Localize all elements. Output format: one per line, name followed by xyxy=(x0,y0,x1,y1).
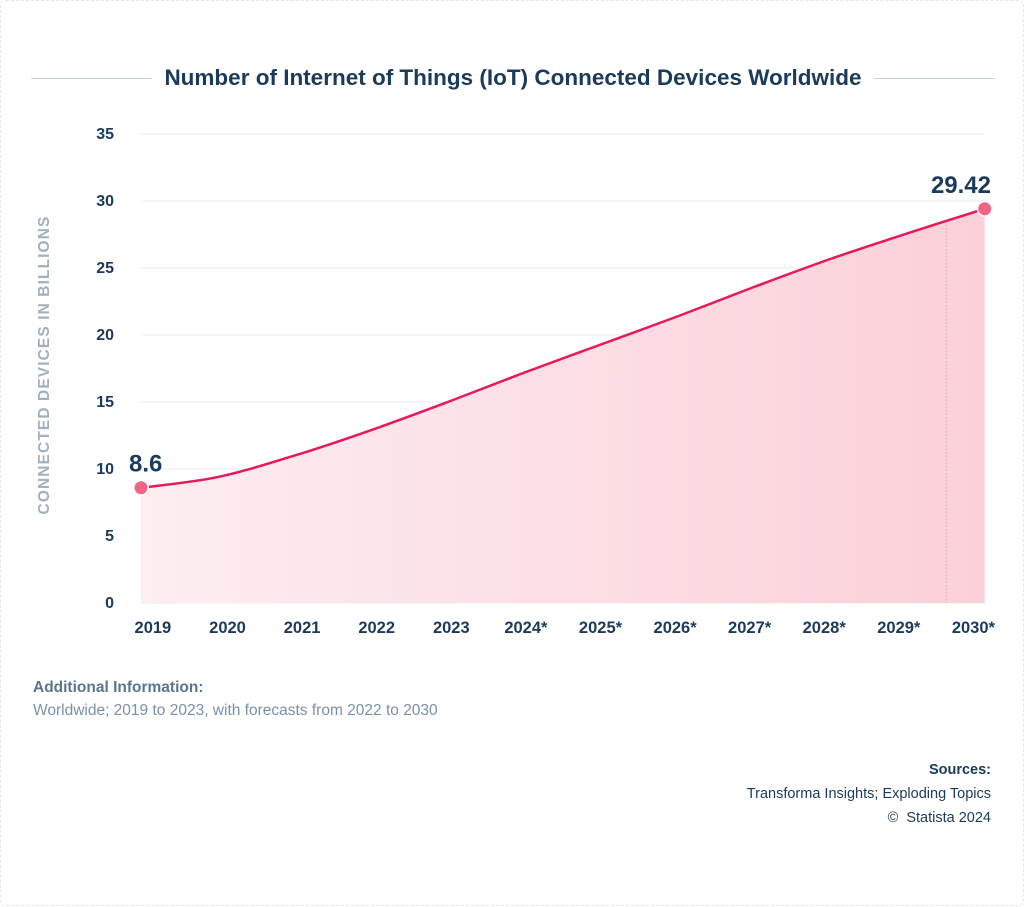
svg-text:5: 5 xyxy=(105,528,114,545)
svg-text:2020: 2020 xyxy=(209,619,246,637)
svg-text:2021: 2021 xyxy=(284,619,321,637)
svg-text:35: 35 xyxy=(96,126,114,143)
svg-text:25: 25 xyxy=(96,260,114,277)
svg-text:2026*: 2026* xyxy=(654,619,698,637)
svg-text:CONNECTED DEVICES IN BILLIONS: CONNECTED DEVICES IN BILLIONS xyxy=(36,216,53,515)
svg-text:2024*: 2024* xyxy=(504,619,548,637)
svg-text:2023: 2023 xyxy=(433,619,470,637)
svg-text:2025*: 2025* xyxy=(579,619,623,637)
svg-text:0: 0 xyxy=(105,595,114,612)
svg-text:2022: 2022 xyxy=(358,619,395,637)
svg-text:8.6: 8.6 xyxy=(129,451,162,478)
svg-text:2028*: 2028* xyxy=(803,619,847,637)
svg-text:2019: 2019 xyxy=(135,619,172,637)
svg-text:2027*: 2027* xyxy=(728,619,772,637)
svg-text:20: 20 xyxy=(96,327,114,344)
svg-text:2030*: 2030* xyxy=(952,619,996,637)
svg-text:30: 30 xyxy=(96,193,114,210)
svg-text:2029*: 2029* xyxy=(877,619,921,637)
svg-text:29.42: 29.42 xyxy=(931,172,991,199)
svg-text:10: 10 xyxy=(96,461,114,478)
svg-text:15: 15 xyxy=(96,394,114,411)
